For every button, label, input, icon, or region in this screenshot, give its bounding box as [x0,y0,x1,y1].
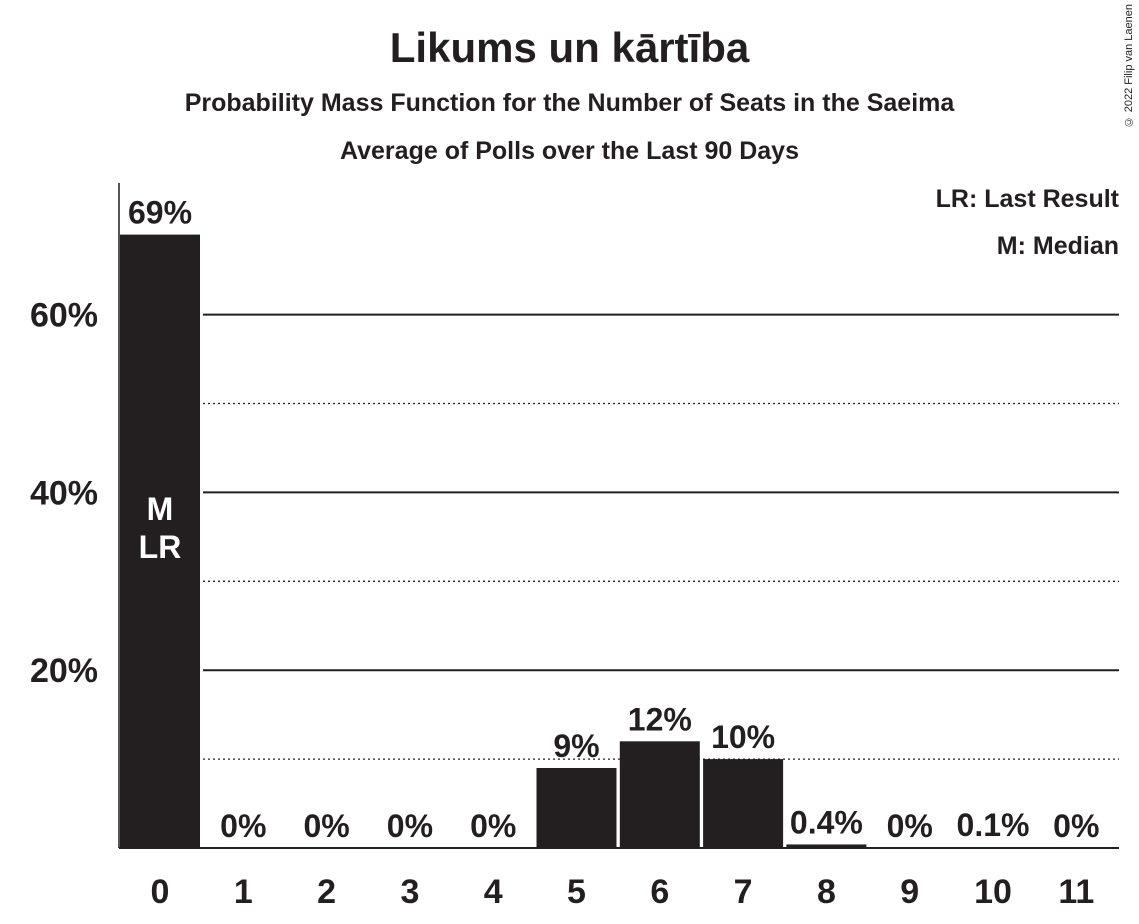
x-tick-label: 4 [484,873,503,911]
bar-value-label: 10% [711,719,775,755]
y-tick-label: 20% [30,652,98,690]
legend-last-result: LR: Last Result [935,185,1119,213]
bar-value-label: 0% [470,808,516,844]
bar-seats-7 [703,759,784,848]
x-tick-label: 11 [1058,873,1094,911]
bar-seats-0 [120,234,200,849]
x-tick-label: 8 [817,873,836,911]
legend-median: M: Median [996,232,1119,260]
bar-seats-6 [619,741,700,848]
x-tick-label: 2 [317,873,336,911]
bar-value-label: 0.1% [957,807,1030,843]
x-tick-label: 7 [734,873,753,911]
chart-title: Likums un kārtība [389,24,750,71]
bar-value-label: 0% [1053,808,1099,844]
y-tick-label: 60% [30,297,98,335]
x-tick-label: 6 [650,873,669,911]
bar-value-label: 0% [220,808,266,844]
bar-annotation-m: M [147,491,174,527]
y-tick-label: 40% [30,474,98,512]
chart-subtitle-polls: Average of Polls over the Last 90 Days [340,137,799,165]
bar-value-label: 69% [128,195,192,231]
x-tick-label: 3 [400,873,419,911]
bar-value-label: 0.4% [790,804,863,840]
x-tick-label: 10 [974,873,1012,911]
x-tick-label: 0 [151,873,170,911]
bar-value-label: 0% [887,808,933,844]
bar-seats-5 [536,767,617,848]
bar-annotation-lr: LR [139,529,182,565]
x-tick-label: 9 [900,873,919,911]
chart-subtitle: Probability Mass Function for the Number… [184,89,955,117]
bar-value-label: 0% [387,808,433,844]
bar-value-label: 12% [628,701,692,737]
bar-value-label: 0% [303,808,349,844]
bar-value-label: 9% [553,728,599,764]
x-tick-label: 1 [234,873,253,911]
x-tick-label: 5 [567,873,586,911]
bar-seats-8 [786,844,867,848]
